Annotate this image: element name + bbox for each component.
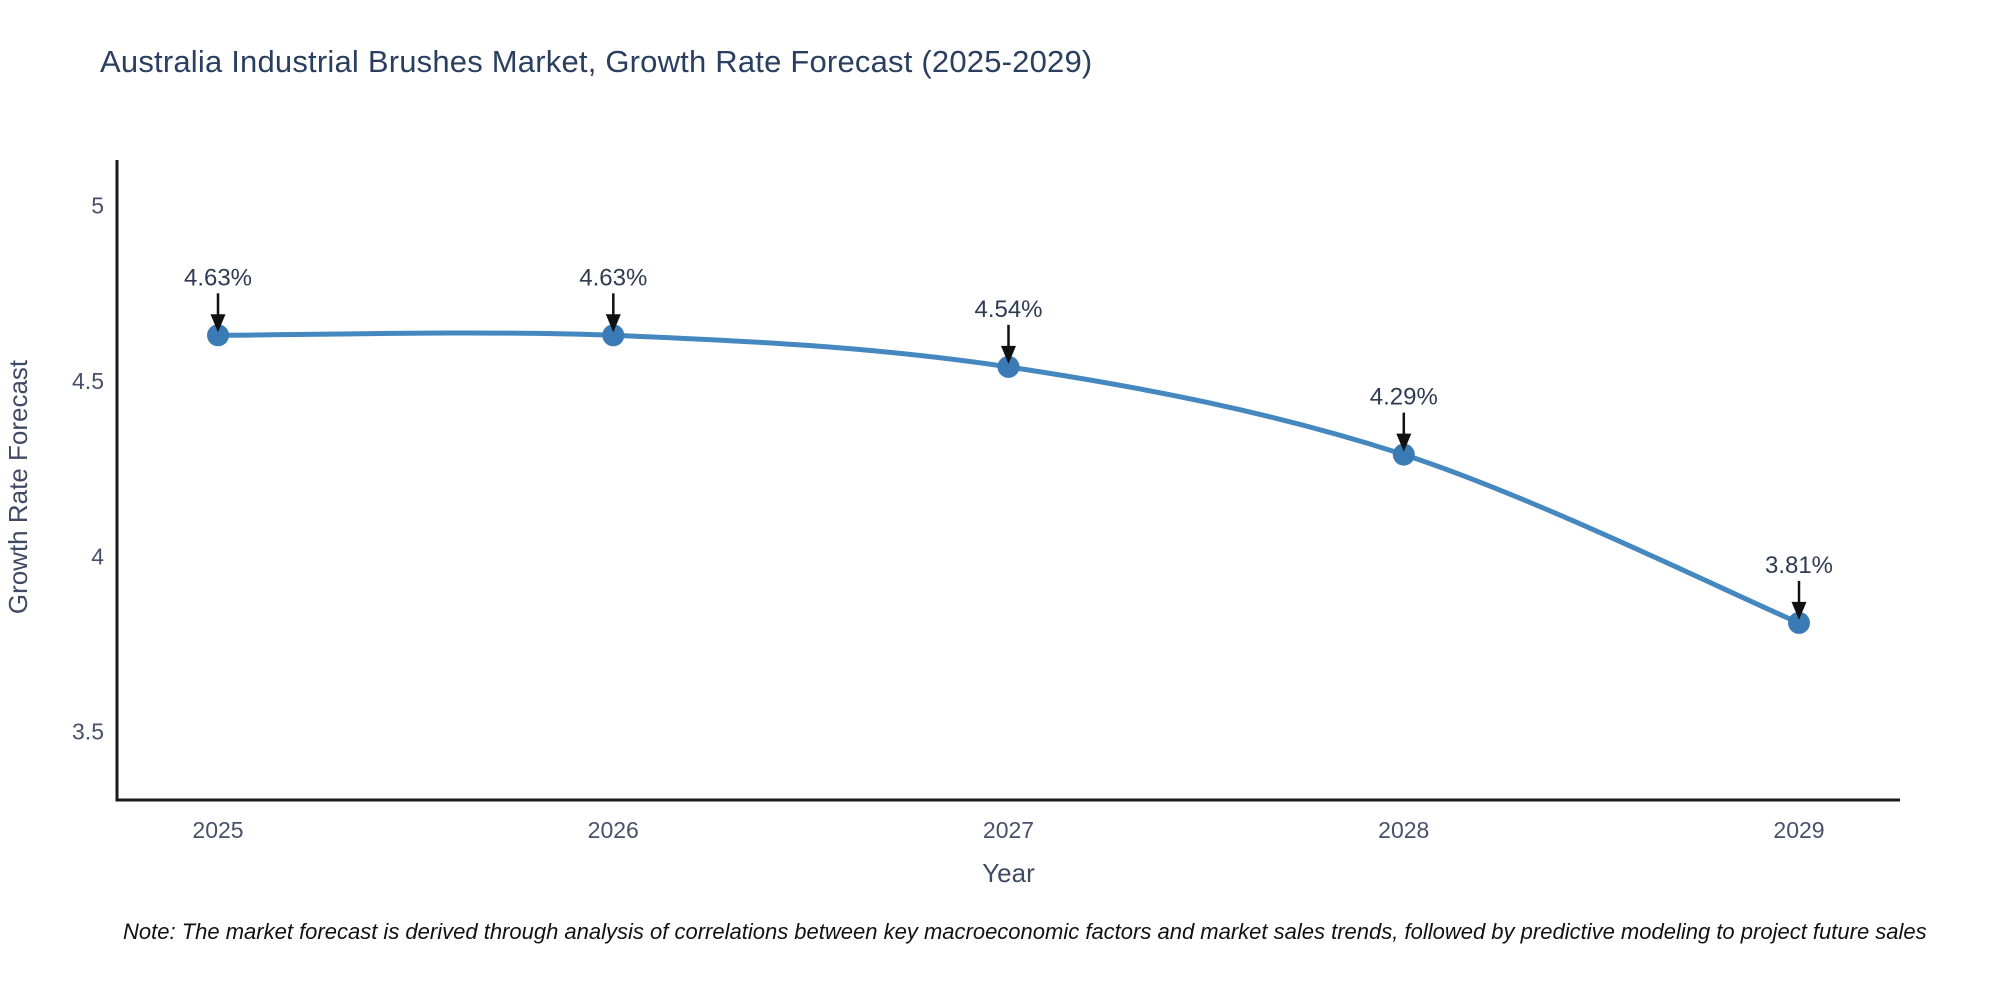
- data-point-2027: [997, 355, 1020, 378]
- data-point-2029: [1788, 611, 1810, 634]
- data-point-2025: [207, 324, 229, 347]
- annotation-arrow-head: [1791, 601, 1807, 620]
- x-axis-title: Year: [982, 858, 1035, 888]
- y-tick-label: 4.5: [72, 368, 104, 394]
- x-tick-label: 2029: [1773, 817, 1824, 843]
- y-tick-label: 3.5: [72, 719, 104, 745]
- annotation-arrow-head: [605, 314, 621, 333]
- annotation-label: 4.29%: [1370, 384, 1438, 411]
- data-point-2028: [1392, 443, 1415, 466]
- x-tick-label: 2026: [588, 817, 639, 843]
- annotation-label: 3.81%: [1765, 552, 1833, 579]
- annotation-label: 4.63%: [579, 264, 647, 291]
- annotation-arrow-head: [1001, 345, 1016, 364]
- y-axis-title: Growth Rate Forecast: [3, 359, 33, 614]
- annotation-arrow-head: [1396, 433, 1412, 452]
- x-tick-label: 2028: [1378, 817, 1429, 843]
- x-tick-label: 2027: [983, 817, 1034, 843]
- annotation-arrow-head: [210, 314, 226, 333]
- chart-title: Australia Industrial Brushes Market, Gro…: [100, 44, 1093, 79]
- data-point-2026: [602, 324, 625, 347]
- annotation-label: 4.54%: [974, 296, 1042, 323]
- y-tick-label: 4: [91, 543, 104, 569]
- y-tick-label: 5: [91, 193, 104, 219]
- chart-footnote: Note: The market forecast is derived thr…: [123, 919, 1927, 944]
- annotation-label: 4.63%: [184, 264, 252, 291]
- x-tick-label: 2025: [192, 817, 243, 843]
